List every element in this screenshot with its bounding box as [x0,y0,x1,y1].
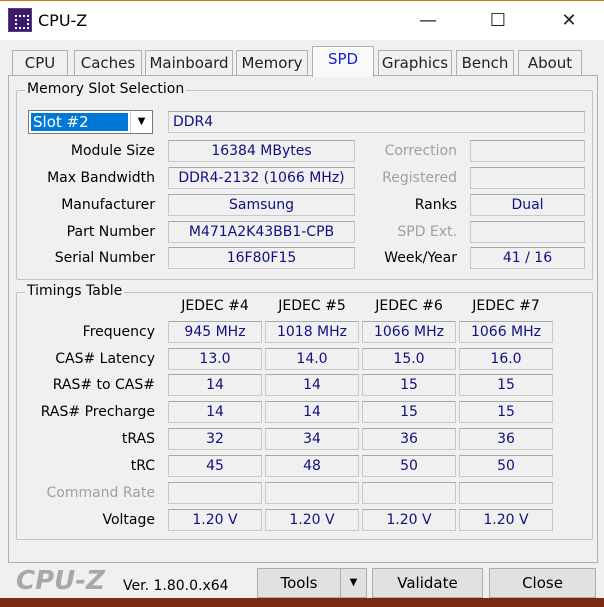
timing-value [265,482,359,504]
timing-value: 14.0 [265,348,359,370]
cpu-z-logo: CPU-Z [16,566,105,596]
tab-memory[interactable]: Memory [236,50,308,76]
column-header: JEDEC #5 [278,298,346,314]
field-value: 16F80F15 [168,247,355,269]
timings-table-group: Timings Table [16,283,593,540]
chevron-down-icon[interactable]: ▼ [130,111,152,133]
minimize-button[interactable]: — [419,10,437,31]
memory-type-field: DDR4 [168,111,585,133]
tools-dropdown-arrow-icon[interactable]: ▼ [340,568,367,598]
field-label: SPD Ext. [397,224,457,240]
timing-value: 1.20 V [459,509,553,531]
timing-value: 14 [168,374,262,396]
slot-select[interactable]: Slot #2 ▼ [28,110,153,134]
tab-mainboard[interactable]: Mainboard [145,50,233,76]
maximize-button[interactable]: ☐ [489,10,507,31]
timing-value: 13.0 [168,348,262,370]
version-label: Ver. 1.80.0.x64 [123,578,229,594]
row-label: CAS# Latency [55,351,155,367]
row-label: RAS# to CAS# [52,377,155,393]
timing-value: 15 [362,401,456,423]
timing-value: 15 [459,401,553,423]
tab-cpu[interactable]: CPU [12,50,68,76]
timing-value [459,482,553,504]
timing-value: 16.0 [459,348,553,370]
timing-value [362,482,456,504]
timing-value: 1018 MHz [265,321,359,343]
close-window-button[interactable]: ✕ [561,10,577,31]
field-value [470,140,585,162]
field-label: Module Size [70,143,155,159]
field-value: DDR4-2132 (1066 MHz) [168,167,355,189]
field-value: 16384 MBytes [168,140,355,162]
timing-value: 15 [459,374,553,396]
close-button[interactable]: Close [489,568,596,598]
memory-slot-selection-group: Memory Slot Selection [16,81,593,280]
row-label: Command Rate [46,485,155,501]
timing-value: 45 [168,455,262,477]
desktop-background [0,598,604,607]
timing-value: 14 [265,401,359,423]
tab-about[interactable]: About [518,50,582,76]
timing-value: 1066 MHz [459,321,553,343]
timing-value: 14 [265,374,359,396]
timing-value: 15 [362,374,456,396]
slot-select-value: Slot #2 [31,113,128,131]
tab-bench[interactable]: Bench [456,50,514,76]
title-bar: CPU-Z — ☐ ✕ [0,0,604,40]
timing-value: 36 [362,428,456,450]
field-label: Week/Year [384,250,457,266]
tools-button[interactable]: Tools [257,568,341,598]
cpu-z-app-icon [8,8,32,32]
field-label: Ranks [414,197,457,213]
row-label: tRC [130,458,155,474]
timing-value: 36 [459,428,553,450]
window-title: CPU-Z [38,11,88,30]
timing-value: 50 [362,455,456,477]
timing-value [168,482,262,504]
tab-caches[interactable]: Caches [74,50,142,76]
timing-value: 15.0 [362,348,456,370]
field-label: Manufacturer [61,197,155,213]
field-label: Serial Number [54,250,155,266]
tab-spd[interactable]: SPD [312,46,374,77]
row-label: tRAS [121,431,155,447]
timing-value: 32 [168,428,262,450]
row-label: Frequency [82,324,155,340]
field-value [470,221,585,243]
field-value: Samsung [168,194,355,216]
field-label: Correction [384,143,457,159]
column-header: JEDEC #7 [472,298,540,314]
field-label: Part Number [66,224,155,240]
timing-value: 1.20 V [362,509,456,531]
timing-value: 945 MHz [168,321,262,343]
validate-button[interactable]: Validate [372,568,483,598]
tab-graphics[interactable]: Graphics [378,50,452,76]
field-value: Dual [470,194,585,216]
group-label: Timings Table [25,283,125,299]
tab-bar: CPU Caches Mainboard Memory SPD Graphics Bench… [0,40,604,77]
timing-value: 1.20 V [265,509,359,531]
field-value: 41 / 16 [470,247,585,269]
timing-value: 48 [265,455,359,477]
field-value [470,167,585,189]
timing-value: 34 [265,428,359,450]
timing-value: 1.20 V [168,509,262,531]
field-label: Max Bandwidth [47,170,155,186]
timing-value: 14 [168,401,262,423]
row-label: Voltage [102,512,155,528]
row-label: RAS# Precharge [40,404,155,420]
group-label: Memory Slot Selection [25,81,187,97]
timing-value: 1066 MHz [362,321,456,343]
field-label: Registered [382,170,457,186]
column-header: JEDEC #4 [181,298,249,314]
column-header: JEDEC #6 [375,298,443,314]
field-value: M471A2K43BB1-CPB [168,221,355,243]
timing-value: 50 [459,455,553,477]
